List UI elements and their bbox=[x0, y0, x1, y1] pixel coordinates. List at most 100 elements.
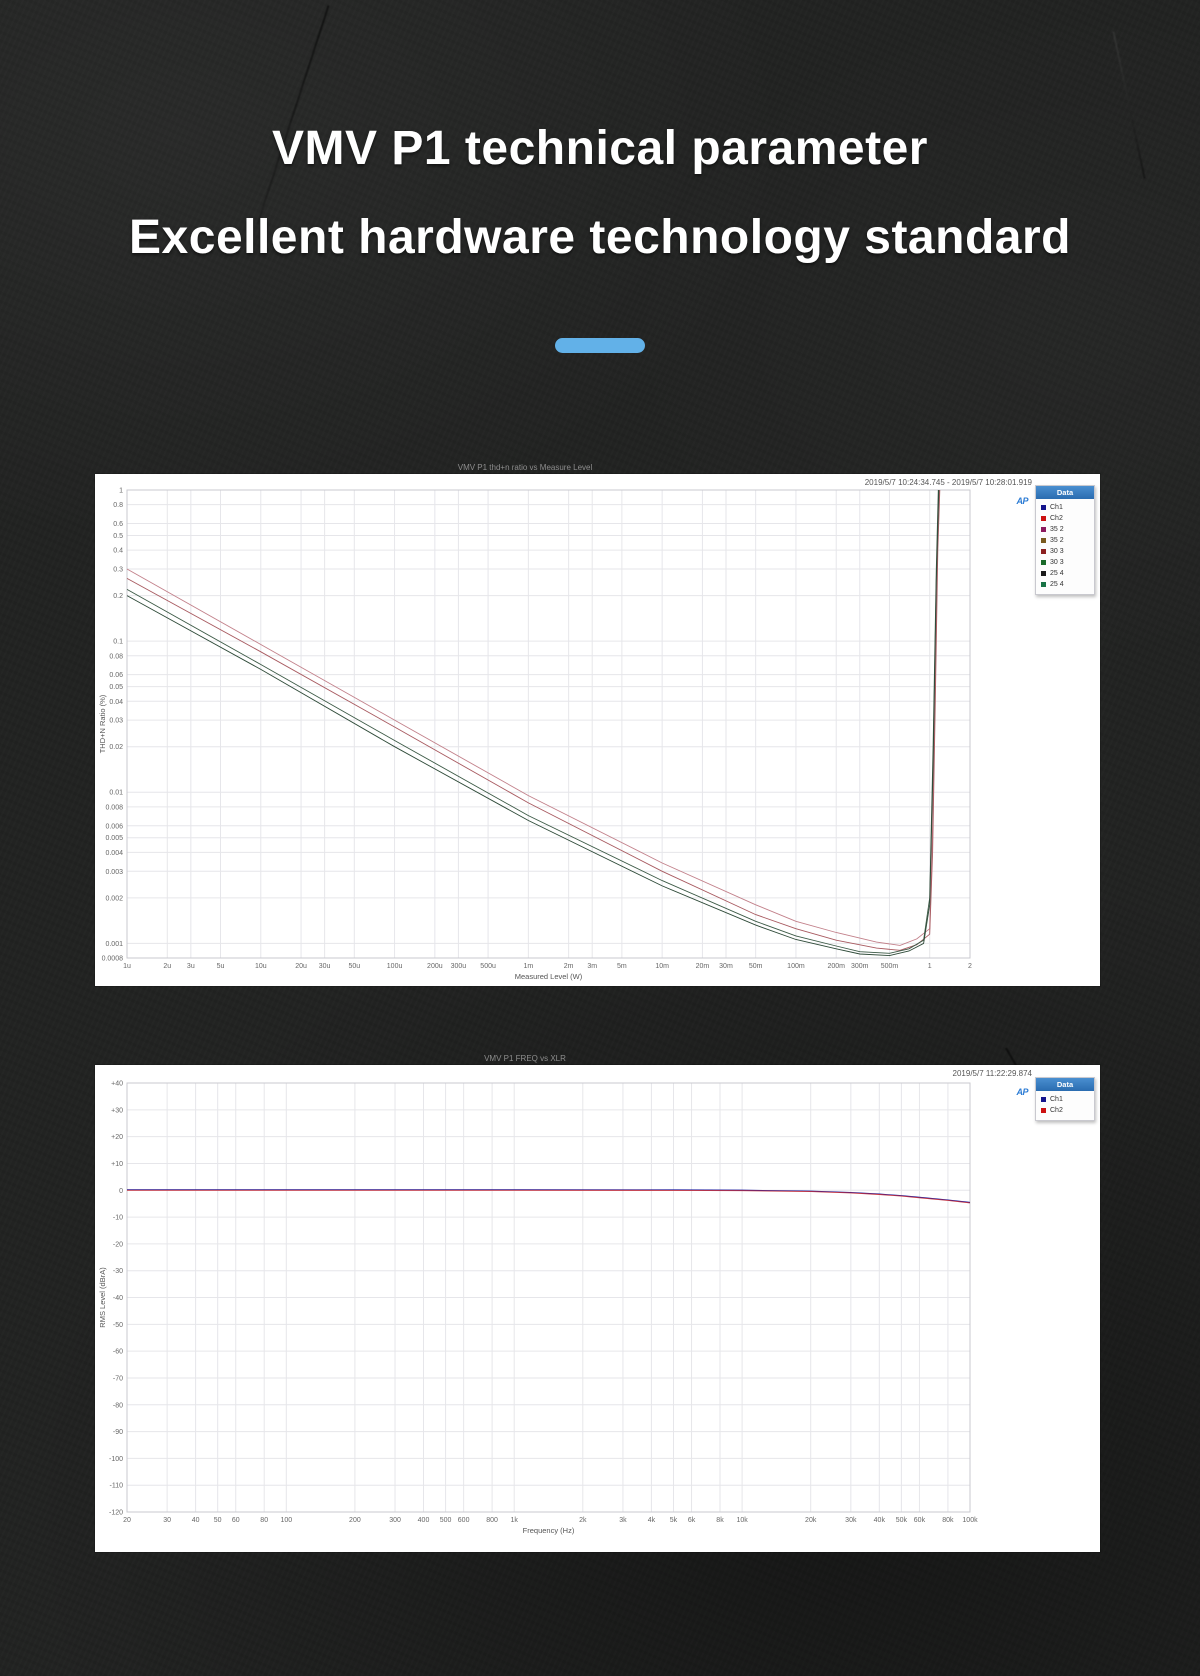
svg-text:50u: 50u bbox=[348, 963, 360, 970]
svg-text:2m: 2m bbox=[564, 963, 574, 970]
svg-text:600: 600 bbox=[458, 1517, 470, 1524]
svg-text:50: 50 bbox=[214, 1517, 222, 1524]
svg-text:0.8: 0.8 bbox=[113, 502, 123, 509]
svg-text:0.01: 0.01 bbox=[109, 790, 123, 797]
svg-text:40k: 40k bbox=[874, 1517, 886, 1524]
thd-plot-area: 1u 2u 3u 5u 10u 20u 30u 50u 100u 200u 300u 500u 1m 2m… bbox=[98, 488, 972, 982]
svg-text:0.5: 0.5 bbox=[113, 533, 123, 540]
svg-text:+40: +40 bbox=[111, 1081, 123, 1088]
legend-items: Ch1 Ch2 35 2 35 2 30 3 30 3 25 4 25 4 bbox=[1036, 499, 1094, 594]
svg-text:100m: 100m bbox=[787, 963, 805, 970]
svg-text:-100: -100 bbox=[109, 1456, 123, 1463]
svg-text:50m: 50m bbox=[749, 963, 763, 970]
svg-text:3k: 3k bbox=[619, 1517, 627, 1524]
svg-text:2u: 2u bbox=[163, 963, 171, 970]
svg-text:400: 400 bbox=[418, 1517, 430, 1524]
legend-label: 25 4 bbox=[1050, 581, 1064, 588]
svg-text:0.3: 0.3 bbox=[113, 567, 123, 574]
svg-text:+30: +30 bbox=[111, 1107, 123, 1114]
chart-timestamp: 2019/5/7 11:22:29.874 bbox=[952, 1069, 1032, 1078]
svg-text:+20: +20 bbox=[111, 1134, 123, 1141]
svg-text:200u: 200u bbox=[427, 963, 443, 970]
svg-text:1: 1 bbox=[928, 963, 932, 970]
svg-text:+10: +10 bbox=[111, 1161, 123, 1168]
svg-text:6k: 6k bbox=[688, 1517, 696, 1524]
legend-label: Ch2 bbox=[1050, 515, 1063, 522]
svg-text:500u: 500u bbox=[480, 963, 496, 970]
svg-text:0.4: 0.4 bbox=[113, 548, 123, 555]
legend-header: Data bbox=[1036, 486, 1094, 499]
svg-text:80k: 80k bbox=[942, 1517, 954, 1524]
svg-text:800: 800 bbox=[486, 1517, 498, 1524]
svg-text:20: 20 bbox=[123, 1517, 131, 1524]
svg-text:2: 2 bbox=[968, 963, 972, 970]
chart-title: VMV P1 thd+n ratio vs Measure Level bbox=[457, 463, 593, 472]
legend-label: 35 2 bbox=[1050, 526, 1064, 533]
svg-text:200: 200 bbox=[349, 1517, 361, 1524]
legend-swatch-icon bbox=[1041, 516, 1046, 521]
svg-text:10k: 10k bbox=[736, 1517, 748, 1524]
svg-text:30: 30 bbox=[163, 1517, 171, 1524]
svg-text:100: 100 bbox=[280, 1517, 292, 1524]
svg-text:30m: 30m bbox=[719, 963, 733, 970]
svg-text:1m: 1m bbox=[523, 963, 533, 970]
legend-item: 30 3 bbox=[1041, 546, 1090, 557]
svg-text:0.6: 0.6 bbox=[113, 521, 123, 528]
legend-item: Ch2 bbox=[1041, 1105, 1090, 1116]
legend-swatch-icon bbox=[1041, 1097, 1046, 1102]
svg-text:0.006: 0.006 bbox=[105, 823, 123, 830]
svg-text:30k: 30k bbox=[845, 1517, 857, 1524]
legend-label: Ch1 bbox=[1050, 504, 1063, 511]
svg-text:-40: -40 bbox=[113, 1295, 123, 1302]
svg-text:0.1: 0.1 bbox=[113, 639, 123, 646]
svg-text:0.03: 0.03 bbox=[109, 718, 123, 725]
chart-legend: Data Ch1 Ch2 35 2 35 2 30 3 30 3 25 4 25 4 bbox=[1035, 485, 1095, 595]
svg-text:500: 500 bbox=[440, 1517, 452, 1524]
legend-swatch-icon bbox=[1041, 582, 1046, 587]
accent-divider bbox=[555, 338, 645, 353]
svg-text:30u: 30u bbox=[319, 963, 331, 970]
svg-text:0.002: 0.002 bbox=[105, 895, 123, 902]
legend-swatch-icon bbox=[1041, 1108, 1046, 1113]
svg-text:1: 1 bbox=[119, 488, 123, 495]
svg-text:0.004: 0.004 bbox=[105, 850, 123, 857]
legend-swatch-icon bbox=[1041, 549, 1046, 554]
chart-legend: Data Ch1 Ch2 bbox=[1035, 1077, 1095, 1121]
svg-text:60: 60 bbox=[232, 1517, 240, 1524]
audio-precision-logo-icon: AP bbox=[1016, 1087, 1028, 1097]
legend-item: 35 2 bbox=[1041, 535, 1090, 546]
svg-text:0.005: 0.005 bbox=[105, 835, 123, 842]
svg-text:2k: 2k bbox=[579, 1517, 587, 1524]
svg-text:-60: -60 bbox=[113, 1349, 123, 1356]
svg-text:0.008: 0.008 bbox=[105, 804, 123, 811]
frequency-response-chart: VMV P1 FREQ vs XLR 2019/5/7 11:22:29.874… bbox=[95, 1054, 1100, 1552]
page-subtitle: Excellent hardware technology standard bbox=[129, 211, 1071, 264]
svg-text:THD+N Ratio (%): THD+N Ratio (%) bbox=[98, 694, 107, 753]
legend-item: 25 4 bbox=[1041, 568, 1090, 579]
svg-text:-110: -110 bbox=[110, 1483, 124, 1490]
svg-text:0.02: 0.02 bbox=[109, 744, 123, 751]
svg-text:10m: 10m bbox=[655, 963, 669, 970]
legend-item: Ch1 bbox=[1041, 502, 1090, 513]
svg-text:20m: 20m bbox=[696, 963, 710, 970]
legend-label: 30 3 bbox=[1050, 559, 1064, 566]
legend-swatch-icon bbox=[1041, 505, 1046, 510]
svg-text:500m: 500m bbox=[881, 963, 899, 970]
svg-text:60k: 60k bbox=[914, 1517, 926, 1524]
svg-text:0.2: 0.2 bbox=[113, 593, 123, 600]
svg-text:20u: 20u bbox=[295, 963, 307, 970]
page-title: VMV P1 technical parameter bbox=[272, 122, 928, 175]
legend-label: Ch1 bbox=[1050, 1096, 1063, 1103]
legend-item: 35 2 bbox=[1041, 524, 1090, 535]
svg-text:3m: 3m bbox=[587, 963, 597, 970]
svg-text:1u: 1u bbox=[123, 963, 131, 970]
legend-item: 30 3 bbox=[1041, 557, 1090, 568]
svg-text:1k: 1k bbox=[510, 1517, 518, 1524]
legend-swatch-icon bbox=[1041, 538, 1046, 543]
svg-text:RMS Level (dBrA): RMS Level (dBrA) bbox=[98, 1267, 107, 1328]
svg-text:300m: 300m bbox=[851, 963, 869, 970]
legend-swatch-icon bbox=[1041, 560, 1046, 565]
svg-text:3u: 3u bbox=[187, 963, 195, 970]
svg-text:0: 0 bbox=[119, 1188, 123, 1195]
legend-swatch-icon bbox=[1041, 571, 1046, 576]
